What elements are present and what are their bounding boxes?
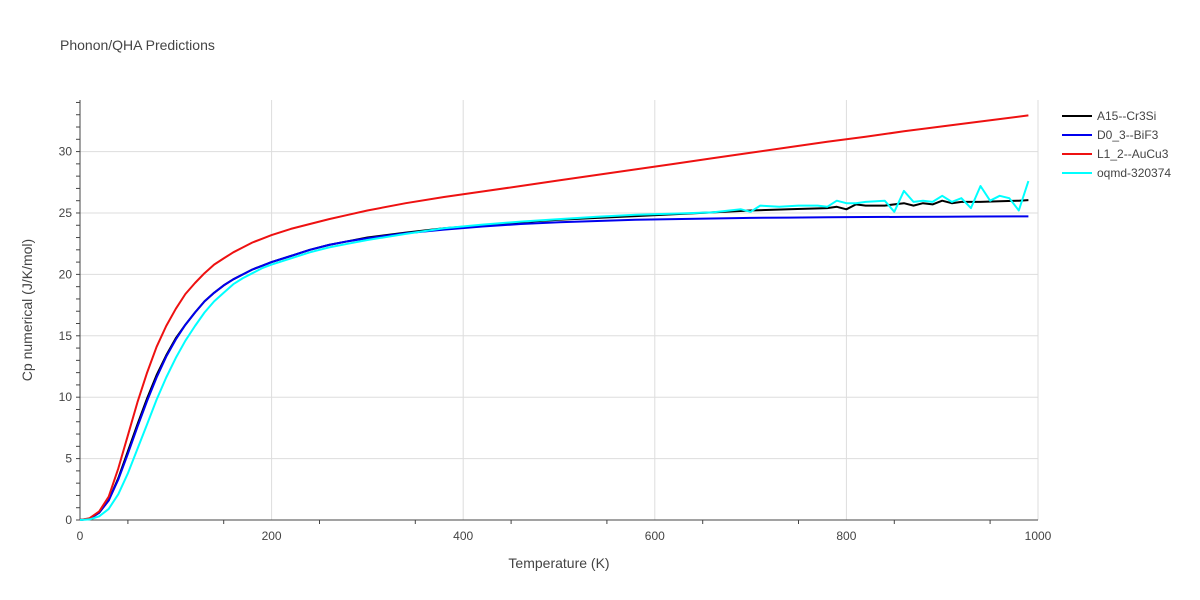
x-tick-label: 400 (453, 529, 473, 543)
x-axis-title: Temperature (K) (508, 555, 609, 571)
x-tick-label: 600 (645, 529, 665, 543)
legend-label[interactable]: oqmd-320374 (1097, 166, 1171, 180)
x-tick-label: 800 (836, 529, 856, 543)
series-line-0 (79, 199, 1029, 521)
y-tick-label: 15 (59, 329, 73, 343)
y-tick-label: 30 (59, 145, 73, 159)
series-line-2 (79, 114, 1029, 521)
series-line-1 (79, 215, 1029, 521)
grid (80, 100, 1039, 520)
plot-area (79, 114, 1030, 521)
y-tick-label: 25 (59, 206, 73, 220)
y-tick-label: 5 (65, 452, 72, 466)
legend-label[interactable]: D0_3--BiF3 (1097, 128, 1159, 142)
legend-label[interactable]: L1_2--AuCu3 (1097, 147, 1169, 161)
series-line-3 (79, 180, 1030, 521)
y-tick-label: 20 (59, 267, 73, 281)
y-tick-label: 10 (59, 390, 73, 404)
y-tick-label: 0 (65, 513, 72, 527)
x-tick-label: 0 (77, 529, 84, 543)
x-tick-label: 200 (262, 529, 282, 543)
legend: A15--Cr3Si D0_3--BiF3 L1_2--AuCu3 oqmd-3203… (1062, 109, 1171, 180)
y-axis-title: Cp numerical (J/K/mol) (19, 239, 35, 381)
chart-title: Phonon/QHA Predictions (60, 37, 215, 53)
x-tick-label: 1000 (1025, 529, 1052, 543)
axes: 0 200 400 600 800 1000 0 5 10 15 20 25 30 (59, 100, 1052, 543)
legend-label[interactable]: A15--Cr3Si (1097, 109, 1156, 123)
